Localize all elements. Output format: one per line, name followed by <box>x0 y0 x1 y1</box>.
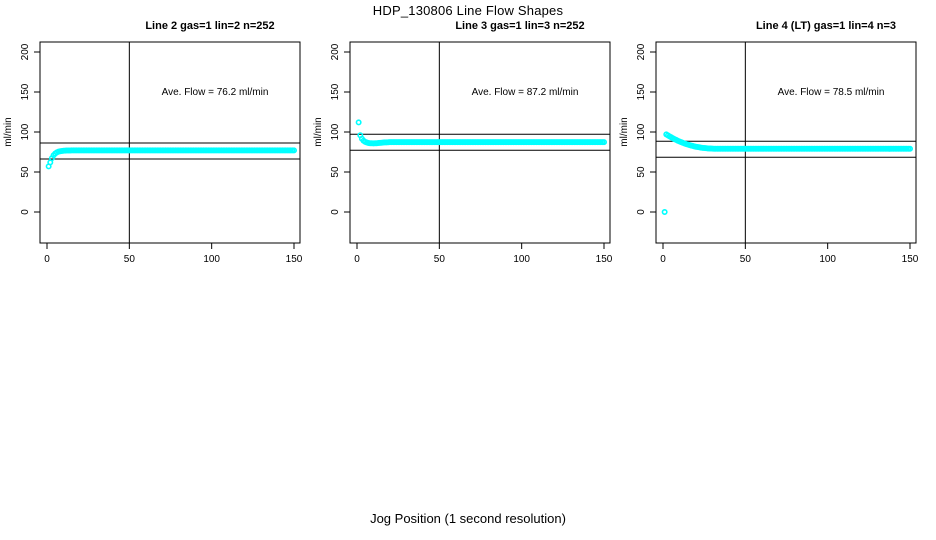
x-tick-label: 150 <box>596 254 613 265</box>
y-tick-label: 200 <box>636 43 647 60</box>
y-tick-label: 0 <box>330 209 341 215</box>
plot-box <box>349 41 611 244</box>
x-tick-label: 150 <box>286 254 303 265</box>
ave-flow-annotation: Ave. Flow = 87.2 ml/min <box>472 87 579 98</box>
x-tick-label: 50 <box>740 254 752 265</box>
y-tick-label: 0 <box>636 209 647 215</box>
y-axis-label: ml/min <box>619 117 630 146</box>
y-tick-label: 150 <box>330 83 341 100</box>
panel-line4-title: Line 4 (LT) gas=1 lin=4 n=3 <box>616 18 936 34</box>
plot-box <box>655 41 917 244</box>
data-point <box>907 145 914 152</box>
y-tick-label: 50 <box>330 166 341 178</box>
data-point <box>661 209 668 216</box>
y-axis-label: ml/min <box>313 117 324 146</box>
data-point <box>291 147 298 154</box>
x-tick-label: 100 <box>819 254 836 265</box>
plot-box <box>39 41 301 244</box>
panel-line3: Line 3 gas=1 lin=3 n=252 0 50 100 150 200 ml/… <box>310 18 620 276</box>
panel-line2: Line 2 gas=1 lin=2 n=252 0 50 100 150 200 ml/… <box>0 18 310 276</box>
plot-line2: 0 50 100 150 200 ml/min 0 50 100 150 Ave. Flow = 7… <box>3 41 303 265</box>
data-point <box>355 119 362 126</box>
y-tick-label: 50 <box>20 166 31 178</box>
y-tick-label: 100 <box>20 123 31 140</box>
x-tick-label: 50 <box>434 254 446 265</box>
y-axis-label: ml/min <box>3 117 14 146</box>
data-point <box>601 139 608 146</box>
y-tick-label: 50 <box>636 166 647 178</box>
y-tick-label: 150 <box>20 83 31 100</box>
panel-line4-title-text: Line 4 (LT) gas=1 lin=4 n=3 <box>755 20 897 32</box>
x-tick-label: 150 <box>902 254 919 265</box>
panel-line3-title-text: Line 3 gas=1 lin=3 n=252 <box>455 20 585 32</box>
y-tick-label: 100 <box>330 123 341 140</box>
x-tick-label: 100 <box>203 254 220 265</box>
ave-flow-annotation: Ave. Flow = 76.2 ml/min <box>162 87 269 98</box>
panel-line2-title: Line 2 gas=1 lin=2 n=252 <box>0 18 340 34</box>
panel-line2-title-text: Line 2 gas=1 lin=2 n=252 <box>145 20 275 32</box>
x-tick-label: 0 <box>354 254 360 265</box>
x-tick-label: 0 <box>660 254 666 265</box>
x-tick-label: 0 <box>44 254 50 265</box>
ave-flow-annotation: Ave. Flow = 78.5 ml/min <box>778 87 885 98</box>
y-tick-label: 150 <box>636 83 647 100</box>
plot-line3: 0 50 100 150 200 ml/min 0 50 100 150 Ave. Flow = 8… <box>313 41 613 265</box>
y-tick-label: 0 <box>20 209 31 215</box>
panel-line3-title: Line 3 gas=1 lin=3 n=252 <box>310 18 650 34</box>
y-tick-label: 100 <box>636 123 647 140</box>
plot-line4: 0 50 100 150 200 ml/min 0 50 100 150 Ave. Flow = 7… <box>619 41 919 265</box>
panel-line4: Line 4 (LT) gas=1 lin=4 n=3 0 50 100 150 200… <box>616 18 926 276</box>
y-tick-label: 200 <box>330 43 341 60</box>
x-tick-label: 50 <box>124 254 136 265</box>
x-tick-label: 100 <box>513 254 530 265</box>
chart-title: HDP_130806 Line Flow Shapes <box>372 3 564 18</box>
y-tick-label: 200 <box>20 43 31 60</box>
x-axis-label: Jog Position (1 second resolution) <box>370 511 566 526</box>
